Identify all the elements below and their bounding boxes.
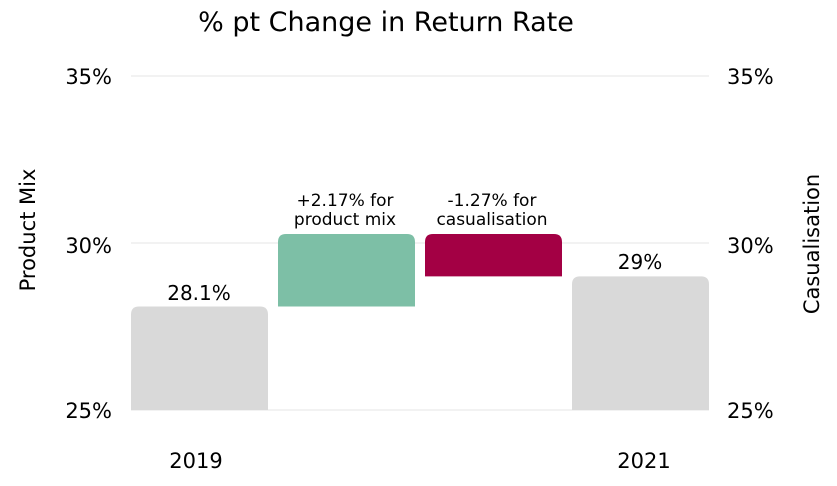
bar-casualisation [425,233,562,277]
right-tick-30: 30% [727,234,774,258]
left-axis-title: Product Mix [16,169,40,292]
left-tick-30: 30% [65,234,112,258]
category-2019: 2019 [169,449,222,473]
left-y-axis: 35% 30% 25% Product Mix [16,65,112,423]
left-tick-35: 35% [65,65,112,89]
right-axis-title: Casualisation [800,174,824,314]
category-2021: 2021 [617,449,670,473]
right-tick-25: 25% [727,399,774,423]
right-y-axis: 35% 30% 25% Casualisation [727,65,824,423]
label-2021: 29% [618,250,662,274]
bar-product-mix [278,233,415,307]
annotations: +2.17% for product mix -1.27% for casual… [294,191,548,230]
label-2019: 28.1% [167,281,231,305]
left-tick-25: 25% [65,399,112,423]
right-tick-35: 35% [727,65,774,89]
annotation-product-mix-line2: product mix [294,210,396,230]
bar-2019 [131,306,268,410]
annotation-casualisation-line2: casualisation [436,210,547,230]
bars-group [131,233,709,410]
x-axis: 2019 2021 [169,449,670,473]
data-labels: 28.1% 29% [167,250,662,305]
chart-title: % pt Change in Return Rate [198,7,574,38]
annotation-product-mix-line1: +2.17% for [296,191,393,211]
annotation-casualisation-line1: -1.27% for [448,191,537,211]
bar-2021 [572,276,709,410]
